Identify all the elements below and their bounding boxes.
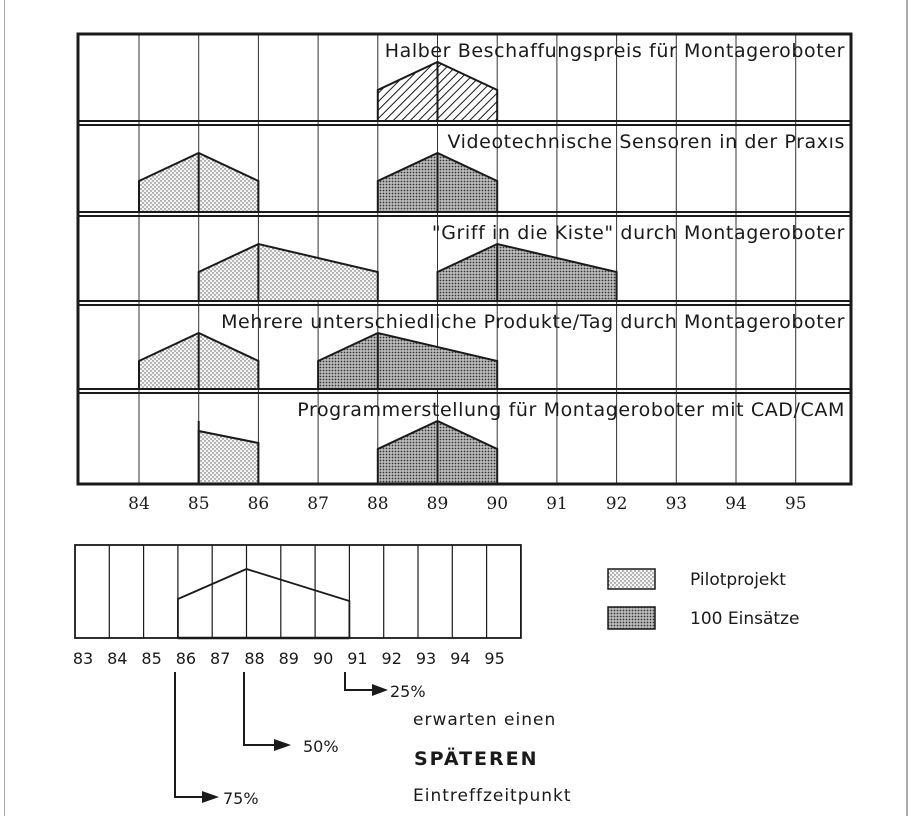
figure-frame: Halber Beschaffungspreis für Montagerobo… <box>4 0 909 816</box>
arrow-25-head <box>372 684 388 696</box>
year-label: 91 <box>546 494 568 514</box>
main-timeline-chart: Halber Beschaffungspreis für Montagerobo… <box>76 32 853 514</box>
year-label: 94 <box>725 494 747 514</box>
small-year-label: 95 <box>484 649 504 668</box>
forecast-diagram: Halber Beschaffungspreis für Montagerobo… <box>4 0 908 816</box>
note-line-1: erwarten einen <box>413 710 556 730</box>
pilot-area <box>197 429 260 485</box>
arrow-25-line <box>344 672 374 691</box>
year-label: 86 <box>248 494 270 514</box>
percent-50: 50% <box>303 737 339 756</box>
small-year-label: 88 <box>244 649 264 668</box>
small-year-label: 89 <box>279 649 299 668</box>
row-title: Mehrere unterschiedliche Produkte/Tag du… <box>221 311 845 333</box>
year-label: 85 <box>188 494 210 514</box>
survey-annotations: 25% erwarten einen 50% SPÄTEREN 75% Eint… <box>174 672 572 808</box>
row-title: Halber Beschaffungspreis für Montagerobo… <box>385 40 845 62</box>
small-year-label: 86 <box>176 649 196 668</box>
small-year-label: 84 <box>107 649 127 668</box>
legend-einsatz-label: 100 Einsätze <box>690 609 799 629</box>
small-year-label: 92 <box>382 649 402 668</box>
small-year-label: 94 <box>450 649 470 668</box>
note-line-2: SPÄTEREN <box>414 746 539 770</box>
year-label: 93 <box>665 494 687 514</box>
row-title: "Griff in die Kiste" durch Montagerobote… <box>432 222 845 244</box>
small-chart-border <box>74 544 522 639</box>
arrow-50-line <box>243 672 276 746</box>
year-label: 95 <box>785 494 807 514</box>
year-label: 90 <box>486 494 508 514</box>
small-year-label: 83 <box>73 649 93 668</box>
legend: Pilotprojekt 100 Einsätze <box>607 568 799 630</box>
small-year-label: 87 <box>210 649 230 668</box>
note-line-3: Eintreffzeitpunkt <box>413 786 572 806</box>
year-label: 88 <box>367 494 389 514</box>
year-label: 87 <box>307 494 329 514</box>
small-year-label: 90 <box>313 649 333 668</box>
row-title: Videotechnische Sensoren in der Praxıs <box>447 131 845 153</box>
main-chart-border <box>76 32 853 486</box>
small-year-label: 85 <box>141 649 161 668</box>
legend-pilot-label: Pilotprojekt <box>690 570 786 590</box>
arrow-75-line <box>174 672 204 798</box>
small-year-label: 93 <box>416 649 436 668</box>
einsatz-area <box>317 331 499 390</box>
legend-pilot-swatch <box>607 568 656 590</box>
legend-einsatz-swatch <box>607 606 656 630</box>
percent-75: 75% <box>223 789 259 808</box>
small-year-label: 91 <box>347 649 367 668</box>
survey-distribution-line <box>176 568 351 638</box>
percent-25: 25% <box>390 682 426 701</box>
row-title: Programmerstellung für Montageroboter mi… <box>297 399 845 421</box>
year-label: 84 <box>128 494 150 514</box>
survey-timeline-chart: 83 84 85 86 87 88 89 90 91 92 93 94 95 <box>73 544 522 668</box>
pilot-area <box>197 242 379 302</box>
arrow-75-head <box>202 791 219 803</box>
year-label: 89 <box>427 494 449 514</box>
einsatz-area <box>436 242 618 302</box>
arrow-50-head <box>274 739 291 751</box>
year-label: 92 <box>606 494 628 514</box>
